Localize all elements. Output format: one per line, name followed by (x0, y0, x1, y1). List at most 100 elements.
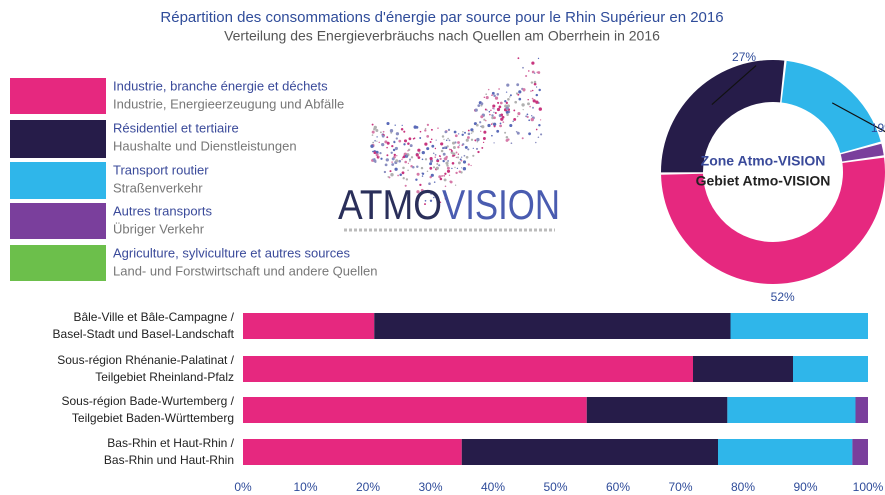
logo-dot (456, 167, 459, 170)
logo-dot (384, 140, 388, 144)
logo-dot (491, 114, 494, 117)
logo-dot (424, 129, 427, 132)
logo-dot (403, 139, 408, 143)
logo-dot (489, 113, 491, 116)
logo-dot (531, 97, 534, 100)
logo-dot (530, 117, 534, 122)
logo-dot (539, 119, 542, 121)
logo-dot (472, 147, 474, 150)
logo-dot (371, 130, 375, 134)
logo-dot (493, 142, 495, 144)
legend-label: Haushalte und Dienstleistungen (113, 138, 297, 153)
logo-dot (515, 130, 518, 133)
logo-dot (536, 71, 539, 74)
logo-dot (429, 141, 432, 143)
logo-dot (493, 116, 496, 120)
x-tick-label: 40% (481, 480, 505, 494)
logo-dot (382, 130, 385, 133)
logo-dot (507, 97, 510, 101)
logo-dot (420, 188, 424, 192)
donut-label: 27% (732, 50, 756, 64)
logo-part1: ATMO (338, 181, 442, 228)
bar-segment (793, 356, 868, 382)
logo-dot (436, 158, 439, 161)
logo-dot (370, 144, 374, 148)
logo-dot (492, 107, 494, 109)
logo-dot (516, 131, 520, 135)
logo-dot (372, 150, 374, 153)
logo-dot (441, 174, 444, 177)
logo-dots (370, 57, 543, 206)
logo-dot (464, 145, 468, 149)
logo-dot (429, 159, 434, 163)
logo-dot (493, 125, 496, 128)
logo-dot (434, 147, 437, 150)
logo-dot (535, 93, 539, 97)
logo-dot (374, 139, 376, 142)
logo-dot (401, 171, 405, 175)
logo-dot (429, 166, 433, 170)
logo-dot (426, 147, 430, 151)
logo-dot (509, 123, 513, 128)
logo-dot (434, 154, 437, 156)
logo-dot (443, 146, 446, 149)
logo-dot (470, 128, 474, 132)
logo-dot (441, 135, 445, 138)
donut-slice (661, 157, 885, 284)
logo-dot (426, 123, 430, 127)
logo-dot (517, 112, 521, 116)
legend-label: Industrie, branche énergie et déchets (113, 78, 328, 93)
logo-dot (450, 148, 452, 151)
subtitle: Verteilung des Energieverbräuchs nach Qu… (224, 28, 660, 44)
logo-dot (475, 123, 479, 127)
logo-dot (481, 146, 484, 149)
logo-dot (494, 96, 499, 100)
logo-dot (530, 90, 532, 92)
logo-dot (532, 99, 536, 103)
logo-dot (402, 157, 404, 159)
logo-dot (470, 132, 473, 134)
logo-dot (480, 130, 482, 132)
logo-dot (461, 167, 463, 169)
logo-dot (533, 82, 537, 86)
logo-dot (415, 153, 419, 157)
legend-swatch (10, 78, 106, 114)
logo-dot (514, 100, 518, 104)
logo-dot (407, 169, 409, 172)
logo-dot (443, 138, 445, 141)
logo-dot (430, 128, 433, 131)
logo-dot (517, 57, 520, 60)
logo-dot (531, 70, 535, 74)
logo-dot (421, 158, 424, 161)
logo-dot (408, 137, 412, 141)
logo-dot (449, 180, 453, 184)
logo-dot (371, 123, 374, 126)
logo-dot (480, 102, 484, 106)
logo-dot (389, 129, 394, 133)
logo-dot (430, 173, 434, 177)
y-tick-label: Sous-région Rhénanie-Palatinat / (57, 353, 234, 367)
logo-dot (528, 119, 531, 122)
logo-dot (421, 175, 424, 177)
logo-dot (428, 182, 431, 185)
bar-segment (852, 439, 868, 465)
logo-dot (439, 157, 442, 161)
logo-dot (429, 162, 433, 166)
logo-dot (402, 177, 405, 180)
logo-dot (457, 141, 460, 144)
logo-dot (433, 181, 436, 183)
logo-dot (419, 183, 422, 187)
logo-dot (371, 134, 374, 136)
logo-dot (496, 129, 500, 133)
logo-dot (477, 104, 481, 107)
bar-segment (461, 439, 718, 465)
legend-label: Industrie, Energieerzeugung und Abfälle (113, 96, 344, 111)
logo-dot (500, 117, 504, 121)
logo-dot (446, 145, 449, 148)
logo-dot (390, 151, 393, 154)
bar-segment (243, 397, 587, 423)
logo-dot (493, 94, 496, 98)
logo-dot (432, 152, 435, 155)
logo-dot (506, 113, 509, 116)
logo-dot (378, 141, 380, 143)
